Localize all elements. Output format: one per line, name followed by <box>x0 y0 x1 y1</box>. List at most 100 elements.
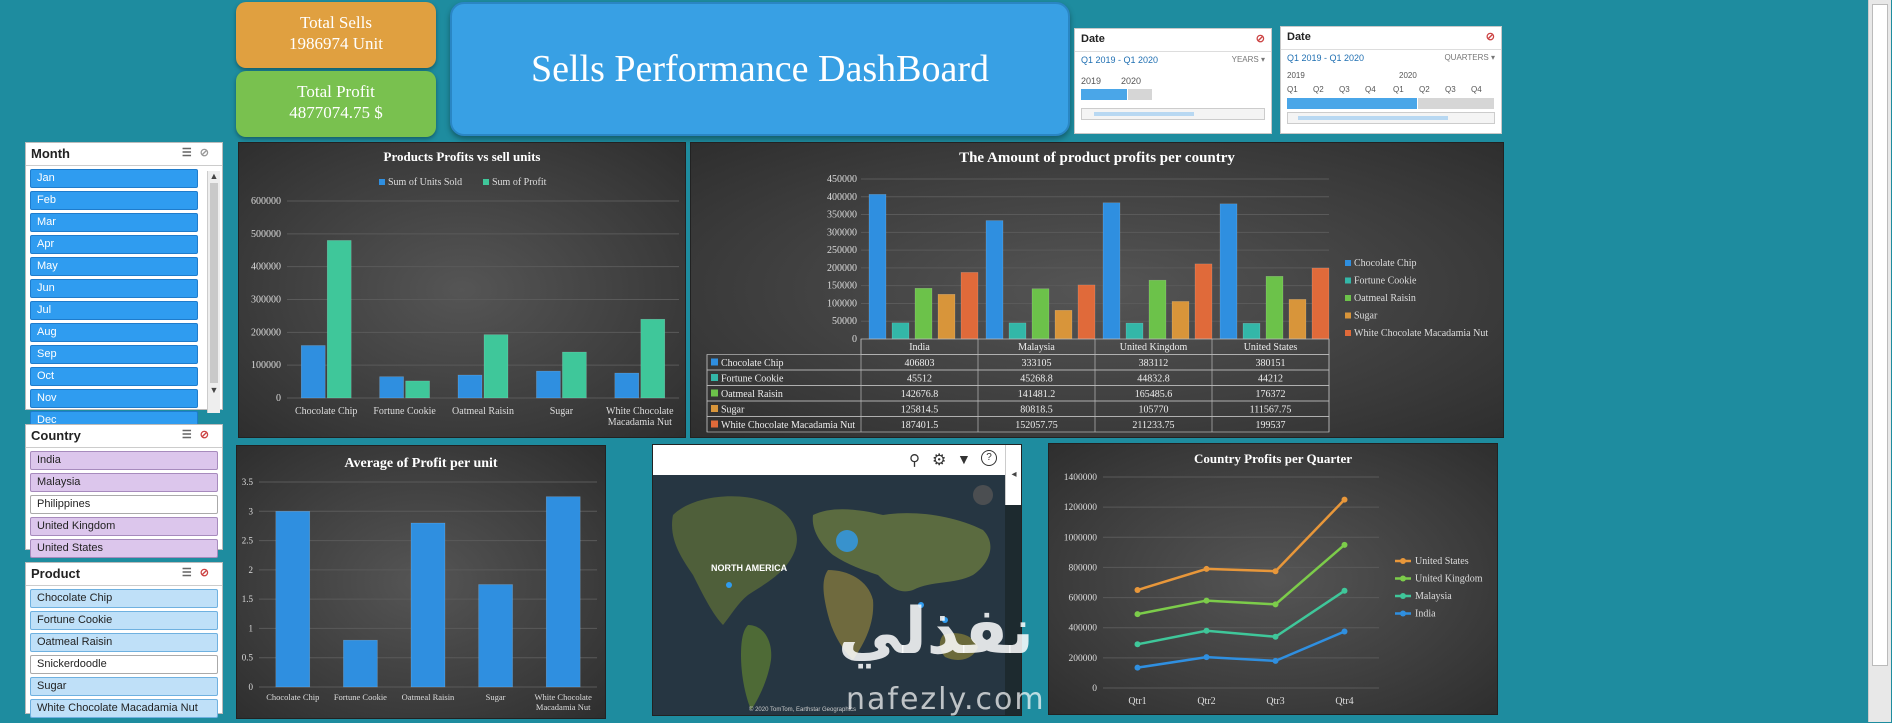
month-slicer-item[interactable]: Oct <box>30 367 198 386</box>
country-slicer-item[interactable]: India <box>30 451 218 470</box>
product-slicer-item[interactable]: Fortune Cookie <box>30 611 218 630</box>
x-tick-label: Qtr3 <box>1266 696 1284 707</box>
product-slicer-item[interactable]: Chocolate Chip <box>30 589 218 608</box>
timeline-level-dropdown[interactable]: YEARS ▾ <box>1231 55 1265 64</box>
data-point <box>1203 597 1210 604</box>
y-tick-label: 0.5 <box>242 653 254 663</box>
multi-select-icon[interactable]: ☰ <box>181 567 200 579</box>
product-slicer-item[interactable]: Sugar <box>30 677 218 696</box>
timeline-period[interactable]: 2019 <box>1081 76 1102 86</box>
y-tick-label: 100000 <box>251 360 281 371</box>
country-slicer-item[interactable]: Malaysia <box>30 473 218 492</box>
timeline-period[interactable]: Q2 <box>1313 85 1324 94</box>
timeline-period[interactable]: Q1 <box>1287 85 1298 94</box>
clear-filter-icon[interactable]: ⊘ <box>199 567 217 579</box>
timeline-selected-bar[interactable] <box>1081 89 1127 100</box>
table-column-header: United Kingdom <box>1120 342 1188 353</box>
table-row <box>706 354 1330 371</box>
bar <box>545 496 581 688</box>
timeline-period[interactable]: Q3 <box>1339 85 1350 94</box>
country-slicer-item[interactable]: United States <box>30 539 218 558</box>
total-sells-label: Total Sells <box>299 13 372 32</box>
timeline-period[interactable]: Q1 <box>1393 85 1404 94</box>
timeline-period[interactable]: Q4 <box>1365 85 1376 94</box>
month-slicer[interactable]: Month ☰⊘ Jan Feb Mar Apr May Jun Jul Aug Sep Oct N… <box>25 142 223 430</box>
map-chart[interactable]: ⚲ ⚙ ▼ ? ◂ NORTH AMERICA © 2020 TomTom, E… <box>652 444 1022 716</box>
clear-filter-icon[interactable]: ⊘ <box>199 147 217 159</box>
month-slicer-item[interactable]: May <box>30 257 198 276</box>
date-timeline-years[interactable]: Date ⊘ Q1 2019 - Q1 2020 YEARS ▾ 2019 20… <box>1074 28 1272 134</box>
date-timeline-quarters[interactable]: Date ⊘ Q1 2019 - Q1 2020 QUARTERS ▾ 2019… <box>1280 26 1502 134</box>
product-slicer-item[interactable]: Snickerdoodle <box>30 655 218 674</box>
product-slicer[interactable]: Product ☰⊘ Chocolate Chip Fortune Cookie O… <box>25 562 223 718</box>
y-tick-label: 100000 <box>827 298 857 309</box>
table-cell: 406803 <box>905 358 935 369</box>
location-icon[interactable]: ⚲ <box>909 452 920 469</box>
month-slicer-item[interactable]: Jul <box>30 301 198 320</box>
map-collapse-tab[interactable]: ◂ <box>1005 445 1021 505</box>
total-profit-value: 4877074.75 $ <box>289 103 383 122</box>
table-column-header: United States <box>1244 342 1298 353</box>
x-tick-label: Qtr1 <box>1128 696 1146 707</box>
timeline-level-dropdown[interactable]: QUARTERS ▾ <box>1444 53 1495 62</box>
month-slicer-item[interactable]: Sep <box>30 345 198 364</box>
country-slicer-item[interactable]: Philippines <box>30 495 218 514</box>
data-point <box>1272 568 1279 575</box>
help-icon[interactable]: ? <box>981 450 997 466</box>
timeline-scrollbar[interactable] <box>1081 108 1265 120</box>
y-tick-label: 600000 <box>1069 594 1098 604</box>
timeline-unselected-bar[interactable] <box>1418 98 1494 109</box>
product-slicer-item[interactable]: Oatmeal Raisin <box>30 633 218 652</box>
bar <box>640 318 666 399</box>
bar <box>405 380 430 399</box>
timeline-scrollbar[interactable] <box>1287 112 1495 124</box>
month-slicer-item[interactable]: Jan <box>30 169 198 188</box>
month-slicer-item[interactable]: Aug <box>30 323 198 342</box>
table-row <box>706 400 1330 417</box>
products-profits-chart[interactable]: Products Profits vs sell units Sum of Uni… <box>238 142 686 438</box>
legend-swatch <box>711 389 718 397</box>
timeline-period[interactable]: Q4 <box>1471 85 1482 94</box>
filter-icon[interactable]: ▼ <box>957 451 971 467</box>
timeline-unselected-bar[interactable] <box>1128 89 1152 100</box>
y-tick-label: 2 <box>249 565 254 575</box>
month-slicer-item[interactable]: Mar <box>30 213 198 232</box>
legend-swatch <box>1400 593 1406 599</box>
y-tick-label: 0 <box>852 334 857 345</box>
data-point <box>1134 611 1141 618</box>
y-tick-label: 2.5 <box>242 536 254 546</box>
slicer-scrollbar[interactable]: ▲ ▼ <box>207 171 220 413</box>
table-cell: 380151 <box>1256 358 1286 369</box>
timeline-selected-bar[interactable] <box>1287 98 1417 109</box>
data-point <box>1134 664 1141 671</box>
bar <box>1171 301 1190 340</box>
timeline-period[interactable]: 2020 <box>1121 76 1142 86</box>
timeline-period[interactable]: Q3 <box>1445 85 1456 94</box>
month-slicer-item[interactable]: Nov <box>30 389 198 408</box>
clear-filter-icon[interactable]: ⊘ <box>1255 33 1265 45</box>
month-slicer-item[interactable]: Apr <box>30 235 198 254</box>
country-slicer[interactable]: Country ☰⊘ India Malaysia Philippines Unite… <box>25 424 223 558</box>
bar <box>1054 310 1073 340</box>
product-slicer-item[interactable]: White Chocolate Macadamia Nut <box>30 699 218 718</box>
vertical-scrollbar[interactable] <box>1868 0 1891 722</box>
country-slicer-item[interactable]: United Kingdom <box>30 517 218 536</box>
avg-profit-chart[interactable]: Average of Profit per unit 0 0.5 1 1.5 2 2.5 3 3… <box>236 445 606 719</box>
bar <box>1008 322 1027 340</box>
clear-filter-icon[interactable]: ⊘ <box>1485 31 1495 43</box>
product-slicer-title: Product <box>31 566 81 581</box>
legend-swatch <box>1345 312 1351 319</box>
clear-filter-icon[interactable]: ⊘ <box>199 429 217 441</box>
country-profits-chart[interactable]: The Amount of product profits per countr… <box>690 142 1504 438</box>
bar <box>1288 299 1307 340</box>
multi-select-icon[interactable]: ☰ <box>181 147 200 159</box>
timeline-range: Q1 2019 - Q1 2020 <box>1081 55 1159 65</box>
quarter-profits-chart[interactable]: Country Profits per Quarter 0 200000 400000… <box>1048 443 1498 715</box>
settings-icon[interactable]: ⚙ <box>932 452 947 469</box>
bar <box>891 322 910 340</box>
month-slicer-item[interactable]: Feb <box>30 191 198 210</box>
x-tick-label: Macadamia Nut <box>536 702 591 712</box>
month-slicer-item[interactable]: Jun <box>30 279 198 298</box>
timeline-period[interactable]: Q2 <box>1419 85 1430 94</box>
multi-select-icon[interactable]: ☰ <box>181 429 200 441</box>
